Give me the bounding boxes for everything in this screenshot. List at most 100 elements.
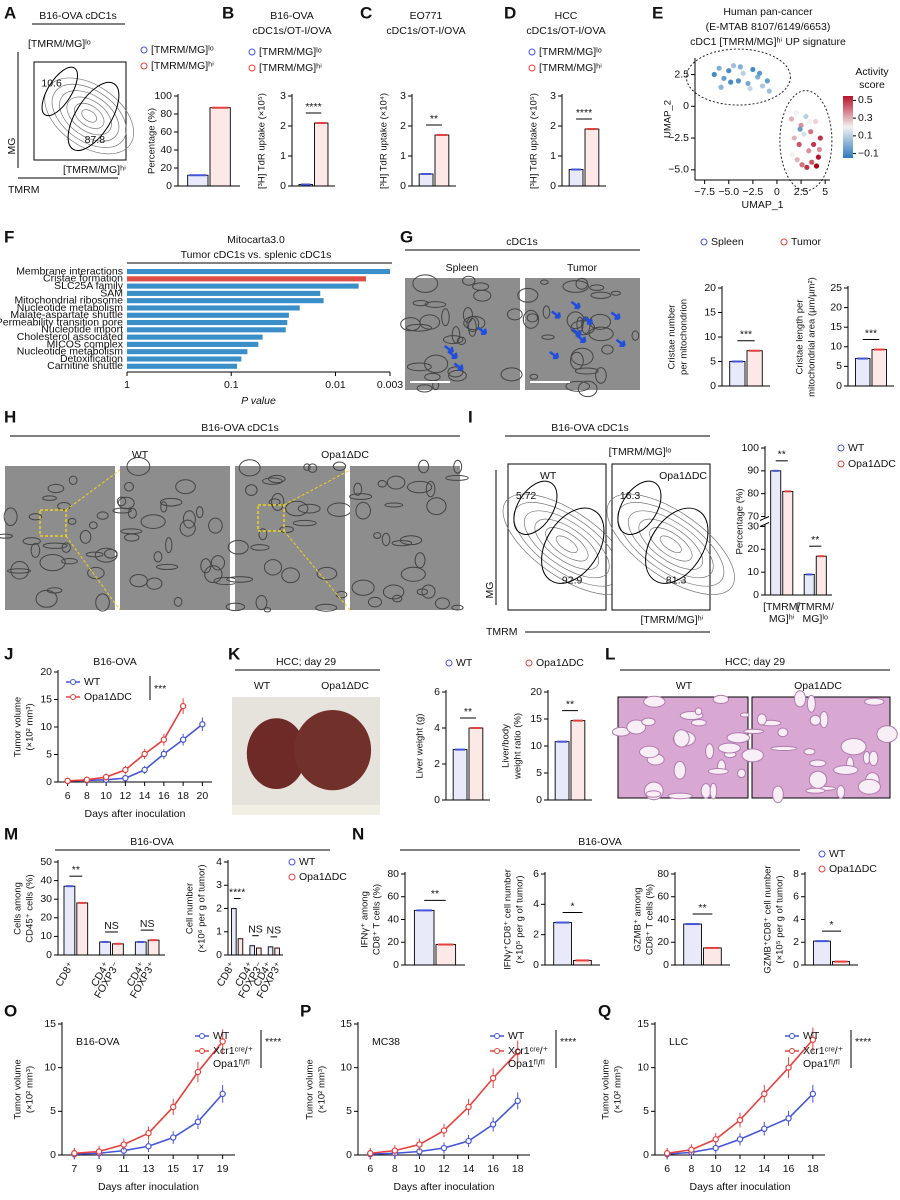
texture <box>35 589 58 608</box>
point <box>120 1141 127 1148</box>
bar <box>134 941 147 956</box>
texture <box>208 517 223 534</box>
point <box>740 70 746 76</box>
panel-letter: N <box>352 824 364 843</box>
plot-label: MC38 <box>372 1036 400 1048</box>
point <box>170 1103 177 1111</box>
y-tick-label: 5 <box>536 767 542 779</box>
point <box>122 766 129 774</box>
texture <box>268 474 286 484</box>
x-tick-label: 14 <box>463 1163 475 1175</box>
y-tick-label: 4 <box>533 898 539 910</box>
texture <box>667 792 693 800</box>
y-tick-label: 0 <box>533 959 539 971</box>
y-tick-label: 1 <box>400 150 406 162</box>
point <box>367 1150 374 1157</box>
legend-label: WT <box>508 1030 525 1042</box>
colorbar-title: score <box>859 79 885 91</box>
point <box>759 83 766 89</box>
texture <box>103 548 118 559</box>
texture <box>377 480 387 488</box>
arrow <box>447 350 458 360</box>
texture <box>303 463 311 471</box>
gate <box>513 480 558 535</box>
texture <box>743 728 765 735</box>
arrow <box>549 350 560 360</box>
category-label: Nucleotide import <box>41 324 123 336</box>
significance: *** <box>865 327 877 339</box>
y-axis-label: Liver weight (g) <box>415 714 426 779</box>
point <box>440 1127 448 1134</box>
legend-marker <box>789 1033 795 1039</box>
image-label: Tumor <box>567 262 597 274</box>
texture <box>462 307 473 323</box>
y-tick-label: 10 <box>40 930 52 942</box>
y-axis-label: CD8⁺ T cells (%) <box>372 884 383 955</box>
y-tick-label: 15 <box>40 693 52 705</box>
y-tick-label: −2.5 <box>668 132 689 144</box>
texture <box>772 785 784 804</box>
legend-label: Opa1ᶠˡ/ᶠˡ <box>803 1058 840 1070</box>
texture <box>424 354 449 374</box>
bar <box>683 923 702 966</box>
texture <box>96 511 109 520</box>
image-label: Opa1ΔDC <box>321 680 369 692</box>
texture <box>124 481 134 492</box>
x-tick-label: −7.5 <box>694 186 715 198</box>
bar <box>147 939 160 956</box>
texture <box>717 742 741 754</box>
y-tick-label: 2 <box>533 928 539 940</box>
texture <box>297 503 321 514</box>
axis-label: MG <box>6 138 18 155</box>
point <box>750 66 756 73</box>
y-tick-label: 0 <box>550 180 556 192</box>
significance: * <box>570 900 574 912</box>
gate-value: 16.3 <box>620 490 641 502</box>
y-axis-label: UMAP_2 <box>663 100 674 138</box>
y-tick-label: 2 <box>280 120 286 132</box>
y-axis-label: GZMB⁺CD8⁺ cell number <box>763 865 774 973</box>
legend-label: [TMRM/MG]ˡᵒ <box>539 46 602 58</box>
texture <box>414 552 426 569</box>
arrow <box>610 311 621 320</box>
point <box>440 1144 448 1152</box>
point <box>711 71 717 78</box>
y-axis-label: CD45⁺ cells (%) <box>25 874 36 942</box>
y-axis-label: (×10² mm³) <box>25 703 36 750</box>
point <box>688 1146 695 1153</box>
significance: ** <box>430 113 438 125</box>
panel-letter: A <box>4 3 16 22</box>
cluster-outline <box>685 48 791 106</box>
gate-label: [TMRM/MG]ʰⁱ <box>63 164 126 176</box>
point <box>170 1134 177 1141</box>
point <box>736 1136 744 1143</box>
bar <box>127 327 286 333</box>
y-tick-label: 30 <box>40 893 52 905</box>
y-axis-label: (×10⁵ per g of tumor) <box>775 875 786 963</box>
break-mark <box>759 516 770 521</box>
point <box>757 70 763 76</box>
bar <box>187 174 209 187</box>
bar <box>127 269 390 275</box>
arrow <box>477 326 488 335</box>
point <box>122 774 129 782</box>
micrograph <box>350 466 460 610</box>
y-tick-label: 80 <box>747 487 759 499</box>
y-tick-label: 1 <box>280 150 286 162</box>
y-tick-label: 10 <box>830 341 842 353</box>
texture <box>127 507 137 519</box>
texture <box>200 558 212 574</box>
colorbar-title: Activity <box>855 66 889 78</box>
panel-title: cDC1s/OT-I/OVA <box>252 25 331 37</box>
y-tick-label: 0 <box>683 100 689 112</box>
point <box>728 79 734 85</box>
legend-marker <box>140 62 148 70</box>
y-tick-label: 1 <box>550 150 556 162</box>
significance: *** <box>154 683 166 695</box>
texture <box>335 590 348 599</box>
texture <box>227 539 249 555</box>
point <box>416 1141 423 1148</box>
y-tick-label: 20 <box>387 936 399 948</box>
x-tick-label: [TMRM/ <box>763 601 800 613</box>
panel-title: (E-MTAB 8107/6149/6653) <box>706 21 831 33</box>
